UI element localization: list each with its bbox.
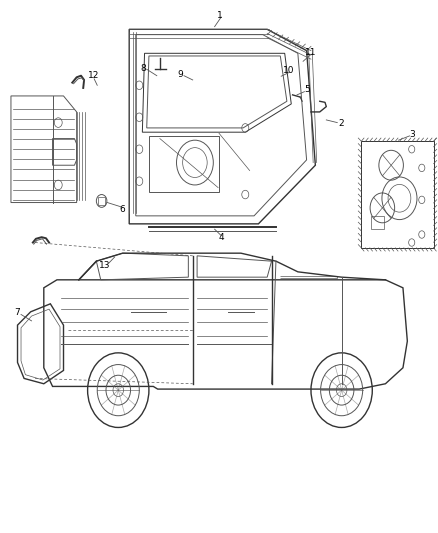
Text: 2: 2 — [338, 119, 343, 128]
Bar — [361, 141, 434, 248]
Text: 7: 7 — [14, 309, 21, 317]
Bar — [371, 216, 384, 229]
Text: 13: 13 — [99, 261, 111, 270]
Text: 11: 11 — [305, 48, 317, 56]
Text: 12: 12 — [88, 71, 99, 80]
Text: 3: 3 — [410, 130, 416, 139]
Text: 4: 4 — [219, 233, 224, 242]
Text: 1: 1 — [217, 11, 223, 20]
Text: 8: 8 — [141, 64, 147, 72]
Text: 5: 5 — [304, 85, 311, 94]
Text: 6: 6 — [120, 205, 126, 214]
Text: 10: 10 — [283, 66, 294, 75]
Text: 9: 9 — [177, 70, 184, 79]
